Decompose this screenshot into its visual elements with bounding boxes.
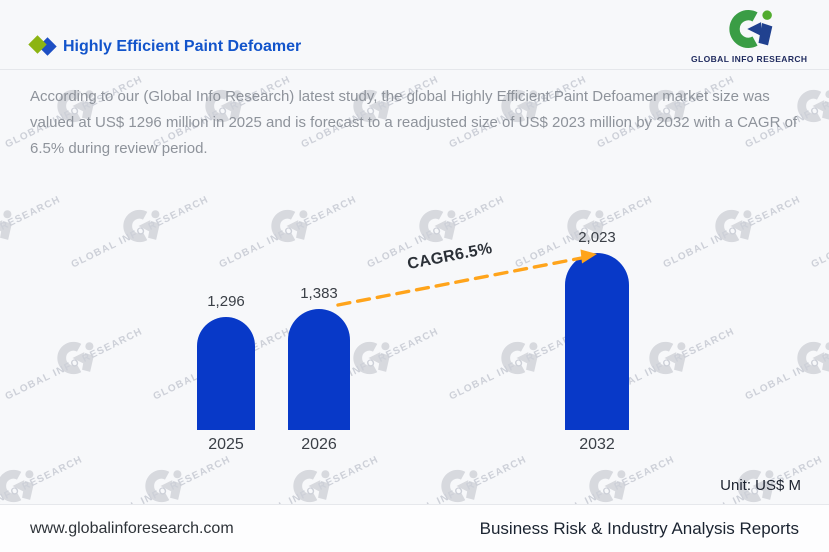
footer-bar: www.globalinforesearch.com Business Risk… (0, 504, 829, 552)
bar-2032 (565, 253, 629, 430)
company-logo: GLOBAL INFO RESEARCH (691, 10, 807, 64)
header-bar: Highly Efficient Paint Defoamer (0, 0, 829, 70)
bar-value-label: 1,383 (300, 285, 338, 302)
footer-website-link[interactable]: www.globalinforesearch.com (30, 519, 234, 537)
bar-category-label: 2025 (208, 436, 244, 453)
bar-category-label: 2026 (301, 436, 337, 453)
page-title: Highly Efficient Paint Defoamer (63, 38, 302, 55)
bar-2026 (288, 309, 350, 430)
unit-label: Unit: US$ M (720, 477, 801, 494)
bar-2025 (197, 317, 255, 430)
bar-value-label: 1,296 (207, 293, 245, 310)
bar-group-2026: 1,383 2026 (288, 285, 350, 453)
gir-logo-icon (729, 10, 773, 48)
logo-caption: GLOBAL INFO RESEARCH (691, 54, 808, 64)
bar-group-2032: 2,023 2032 (565, 229, 629, 453)
bar-value-label: 2,023 (578, 229, 616, 246)
footer-tagline: Business Risk & Industry Analysis Report… (479, 518, 799, 538)
bar-group-2025: 1,296 2025 (197, 293, 255, 453)
cagr-annotation: CAGR6.5% (406, 239, 494, 274)
bar-category-label: 2032 (579, 436, 615, 453)
